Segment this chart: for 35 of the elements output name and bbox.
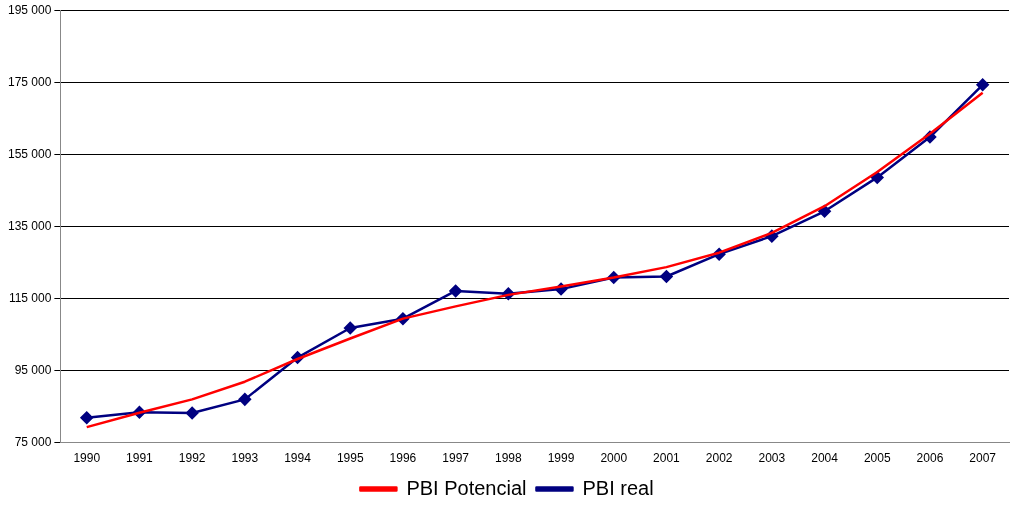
x-tick-label: 1994 (284, 451, 312, 466)
point (660, 270, 673, 283)
y-tick-label: 155 000 (7, 146, 52, 161)
y-tick-label: 195 000 (7, 2, 52, 17)
x-tick-label: 1995 (336, 451, 364, 466)
x-tick-label: 2002 (705, 451, 733, 466)
x-tick-label: 1998 (494, 451, 523, 466)
x-tick-label: 1991 (126, 451, 154, 466)
x-tick-label: 1990 (73, 451, 101, 466)
x-tick-label: 2005 (863, 451, 891, 466)
x-tick-label: 1993 (231, 451, 259, 466)
legend-label: PBI real (582, 476, 654, 499)
legend-label: PBI Potencial (406, 476, 527, 499)
y-tick-label: 175 000 (7, 74, 52, 89)
point (449, 284, 462, 298)
x-tick-label: 2001 (653, 451, 681, 466)
point (976, 78, 989, 92)
x-tick-label: 2007 (969, 451, 997, 466)
point (238, 393, 252, 406)
x-tick-label: 1999 (547, 451, 575, 466)
x-tick-label: 2003 (758, 451, 786, 466)
x-tick-label: 2000 (600, 451, 628, 466)
x-tick-label: 1992 (178, 451, 206, 466)
y-tick-label: 95 000 (14, 362, 52, 377)
x-tick-label: 2004 (811, 451, 839, 466)
y-tick-label: 115 000 (8, 290, 52, 305)
point (80, 411, 93, 424)
x-tick-label: 1997 (442, 451, 470, 466)
x-tick-label: 2006 (916, 451, 944, 466)
point (185, 406, 199, 420)
point (818, 205, 831, 218)
y-tick-label: 75 000 (14, 434, 52, 449)
x-tick-label: 1996 (389, 451, 417, 466)
y-tick-label: 135 000 (7, 218, 52, 233)
point (343, 321, 357, 335)
